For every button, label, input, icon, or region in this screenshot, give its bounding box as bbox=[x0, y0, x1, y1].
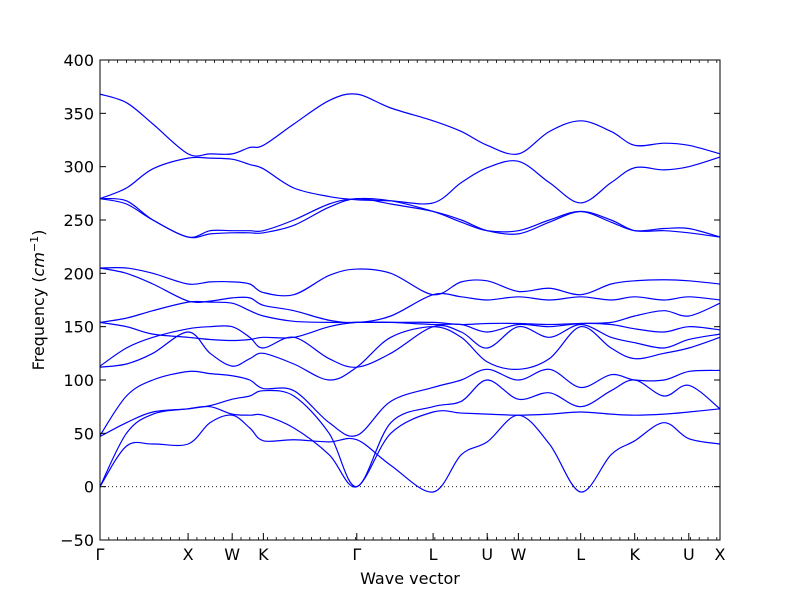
x-tick-label: X bbox=[183, 545, 194, 564]
band-line-1 bbox=[99, 414, 721, 493]
band-line-4 bbox=[99, 368, 721, 437]
y-tick-label: 400 bbox=[63, 51, 94, 70]
plot-area bbox=[99, 93, 721, 493]
band-line-6 bbox=[99, 323, 721, 368]
band-line-5 bbox=[99, 326, 721, 381]
band-line-12 bbox=[99, 197, 721, 239]
band-line-10 bbox=[99, 267, 721, 297]
band-line-7 bbox=[99, 321, 721, 342]
x-tick-label: K bbox=[629, 545, 640, 564]
y-tick-label: 200 bbox=[63, 264, 94, 283]
x-tick-label: U bbox=[481, 545, 493, 564]
y-tick-label: −50 bbox=[60, 531, 94, 550]
y-tick-label: 50 bbox=[74, 424, 94, 443]
x-tick-label: L bbox=[576, 545, 585, 564]
y-tick-label: 150 bbox=[63, 318, 94, 337]
band-line-14 bbox=[99, 93, 721, 157]
x-tick-label: Γ bbox=[96, 545, 105, 564]
y-tick-label: 250 bbox=[63, 211, 94, 230]
y-tick-label: 350 bbox=[63, 104, 94, 123]
band-line-11 bbox=[99, 197, 721, 238]
y-axis-unit-exponent: −1 bbox=[28, 236, 41, 252]
x-tick-label: Γ bbox=[352, 545, 361, 564]
x-axis-label: Wave vector bbox=[360, 569, 460, 588]
band-line-8 bbox=[99, 300, 721, 326]
y-tick-label: 100 bbox=[63, 371, 94, 390]
x-tick-label: X bbox=[715, 545, 726, 564]
band-line-9 bbox=[99, 267, 721, 324]
band-line-13 bbox=[99, 156, 721, 205]
x-tick-label: W bbox=[224, 545, 240, 564]
band-line-3 bbox=[99, 379, 721, 488]
y-axis-label: Frequency (cm−1) bbox=[28, 230, 49, 371]
x-tick-label: U bbox=[683, 545, 695, 564]
x-tick-label: L bbox=[429, 545, 438, 564]
y-axis-label-text: Frequency bbox=[29, 288, 48, 371]
x-tick-label: K bbox=[258, 545, 269, 564]
plot-frame bbox=[99, 59, 721, 541]
y-tick-label: 0 bbox=[84, 478, 94, 497]
y-axis-unit: cm bbox=[29, 252, 48, 276]
band-line-2 bbox=[99, 405, 721, 488]
y-tick-label: 300 bbox=[63, 158, 94, 177]
x-tick-label: W bbox=[510, 545, 526, 564]
